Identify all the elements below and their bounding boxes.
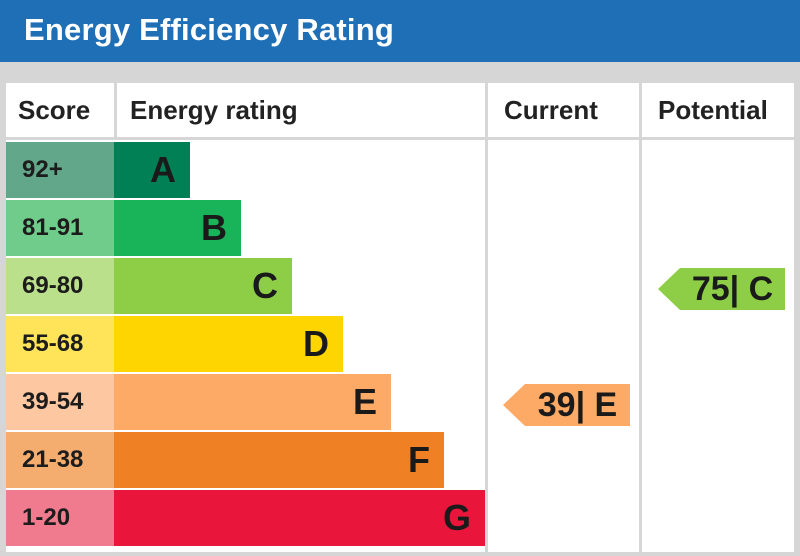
band-score-g: 1-20 [6, 490, 114, 546]
rating-table: Score Energy rating Current Potential 92… [0, 62, 800, 556]
band-bar-e: E [114, 374, 391, 430]
band-bar-a: A [114, 142, 190, 198]
band-bar-d: D [114, 316, 343, 372]
potential-arrow-icon [658, 268, 785, 310]
potential-header-cell: Potential [642, 83, 794, 137]
band-bar-g: G [114, 490, 485, 546]
current-column [488, 140, 639, 552]
band-bar-b: B [114, 200, 241, 256]
potential-column [642, 140, 794, 552]
score-column-header: Score [18, 95, 91, 125]
rating-header-cell: Energy rating [117, 83, 485, 137]
band-score-c: 69-80 [6, 258, 114, 314]
potential-rating-label: 75| C [691, 269, 774, 308]
band-bar-c: C [114, 258, 292, 314]
current-rating-indicator: 39| E [503, 384, 630, 426]
potential-rating-indicator: 75| C [658, 268, 785, 310]
band-score-b: 81-91 [6, 200, 114, 256]
rating-column-header: Energy rating [130, 95, 298, 125]
current-header-cell: Current [488, 83, 639, 137]
current-arrow-icon [503, 384, 630, 426]
current-column-header: Current [504, 95, 598, 125]
band-bar-f: F [114, 432, 444, 488]
band-score-e: 39-54 [6, 374, 114, 430]
current-rating-label: 39| E [537, 385, 618, 424]
header: Energy Efficiency Rating [0, 0, 800, 62]
potential-column-header: Potential [658, 95, 768, 125]
score-header-cell: Score [6, 83, 114, 137]
page-title: Energy Efficiency Rating [24, 12, 395, 47]
band-score-a: 92+ [6, 142, 114, 198]
band-score-d: 55-68 [6, 316, 114, 372]
band-score-f: 21-38 [6, 432, 114, 488]
